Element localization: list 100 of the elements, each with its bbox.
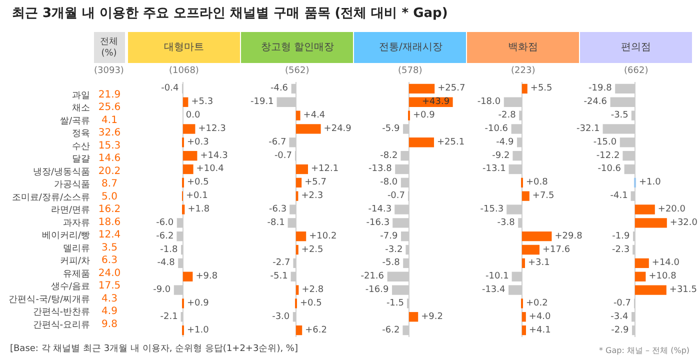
bar xyxy=(634,272,646,282)
data-label: 20.2 xyxy=(98,166,121,177)
bar xyxy=(522,325,526,336)
data-label: +0.1 xyxy=(186,191,208,202)
data-label: +3.1 xyxy=(528,258,550,268)
data-label: +9.2 xyxy=(421,312,443,322)
data-label: 4.1 xyxy=(102,114,118,126)
bar xyxy=(522,191,530,201)
bar xyxy=(182,204,185,214)
data-label: -3.0 xyxy=(272,312,290,322)
category-label: 과자류 xyxy=(63,218,90,228)
data-label: +14.3 xyxy=(200,150,228,161)
text: [Base: 각 채널별 최근 3개월 내 이용자, 순위형 응답(1+2+3순위), %] xyxy=(10,344,298,354)
category-label: 조미료/장류/소스류 xyxy=(12,192,90,203)
chart-subtitle: (578) xyxy=(398,66,422,76)
data-label: -2.1 xyxy=(160,312,178,322)
data-label: +4.4 xyxy=(303,110,326,121)
category-label: 수산 xyxy=(72,142,90,152)
chart-title: 전통/재래시장 xyxy=(379,42,442,53)
data-label: -6.2 xyxy=(382,325,400,336)
chart-subtitle: (562) xyxy=(285,66,310,76)
text: 최근 3개월 내 이용한 주요 오프라인 채널별 구매 품목 (전체 대비 * Gap) xyxy=(12,6,448,21)
data-label: -3.2 xyxy=(385,244,403,255)
bar xyxy=(182,150,198,161)
text: 전체 (%) xyxy=(100,37,118,59)
bar xyxy=(296,178,302,188)
bar xyxy=(296,164,308,174)
data-label: -15.3 xyxy=(480,204,504,214)
data-label: -16.3 xyxy=(366,218,390,228)
data-label: -3.8 xyxy=(497,218,516,228)
bar xyxy=(522,84,528,94)
data-label: +10.4 xyxy=(196,164,224,174)
data-label: 14.6 xyxy=(98,153,121,164)
bar xyxy=(296,110,300,120)
data-label: 18.6 xyxy=(98,216,121,228)
bar xyxy=(634,204,655,214)
category-label: 커피/차 xyxy=(60,256,90,267)
data-label: -8.0 xyxy=(380,178,398,188)
data-label: -3.5 xyxy=(610,110,628,121)
category-label: 간편식-반찬류 xyxy=(32,308,90,318)
data-label: +0.9 xyxy=(413,110,436,121)
data-label: -5.1 xyxy=(270,272,288,282)
category-label: 델리류 xyxy=(63,244,90,254)
data-label: +14.0 xyxy=(652,258,680,268)
data-label: +1.0 xyxy=(187,325,210,336)
data-label: +4.0 xyxy=(528,312,552,322)
bar xyxy=(408,84,435,94)
data-label: -1.8 xyxy=(160,244,178,255)
chart-subtitle: (223) xyxy=(511,66,536,76)
category-label: 정육 xyxy=(72,129,90,140)
category-label: 베이커리/빵 xyxy=(42,231,90,242)
data-label: -9.0 xyxy=(153,285,171,296)
data-label: -6.2 xyxy=(156,231,174,242)
data-label: -21.6 xyxy=(360,272,384,282)
category-label: 간편식-요리류 xyxy=(32,320,90,330)
data-label: -13.4 xyxy=(482,285,506,296)
data-label: 24.0 xyxy=(98,268,121,279)
data-label: +43.9 xyxy=(422,97,450,108)
data-label: -5.8 xyxy=(382,258,400,268)
data-label: +1.8 xyxy=(188,204,210,214)
data-label: -10.6 xyxy=(598,164,622,174)
data-label: +25.1 xyxy=(437,137,465,148)
data-label: -4.1 xyxy=(610,191,628,202)
data-label: -5.9 xyxy=(382,124,400,134)
category-label: 라면/면류 xyxy=(50,206,90,216)
data-label: +5.3 xyxy=(191,97,214,108)
data-label: -0.7 xyxy=(274,150,292,161)
data-label: 12.4 xyxy=(98,230,121,240)
data-label: -18.0 xyxy=(477,97,501,108)
data-label: -14.3 xyxy=(368,204,392,214)
category-label: 가공식품 xyxy=(54,180,90,190)
data-label: +6.2 xyxy=(305,325,327,336)
bar xyxy=(182,124,196,134)
data-label: 0.0 xyxy=(186,110,200,121)
data-label: +20.0 xyxy=(658,204,686,214)
data-label: +10.8 xyxy=(648,272,677,282)
data-label: -10.6 xyxy=(484,124,508,134)
data-label: -2.7 xyxy=(272,258,290,268)
category-label: 유제품 xyxy=(63,269,90,280)
data-label: +24.9 xyxy=(324,124,352,134)
data-label: +7.5 xyxy=(532,191,554,202)
data-label: 21.9 xyxy=(98,89,121,100)
data-label: -6.0 xyxy=(156,218,174,228)
data-label: +31.5 xyxy=(669,285,698,296)
bar xyxy=(182,272,193,282)
bar xyxy=(296,244,298,255)
bar xyxy=(634,218,667,228)
bar xyxy=(182,164,194,174)
data-label: 25.6 xyxy=(98,102,121,113)
data-label: +12.3 xyxy=(198,124,226,134)
data-label: +0.8 xyxy=(526,178,548,188)
bar xyxy=(182,97,188,107)
bar xyxy=(522,258,525,268)
data-label: -4.9 xyxy=(496,137,514,148)
data-label: +12.1 xyxy=(311,164,339,174)
data-label: +25.7 xyxy=(438,84,466,94)
data-label: 15.3 xyxy=(98,140,121,152)
data-label: -10.1 xyxy=(486,272,509,282)
data-label: 5.0 xyxy=(102,191,118,202)
data-label: +1.0 xyxy=(639,178,662,188)
